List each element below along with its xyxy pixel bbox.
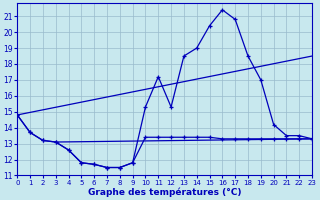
X-axis label: Graphe des températures (°C): Graphe des températures (°C)	[88, 187, 241, 197]
